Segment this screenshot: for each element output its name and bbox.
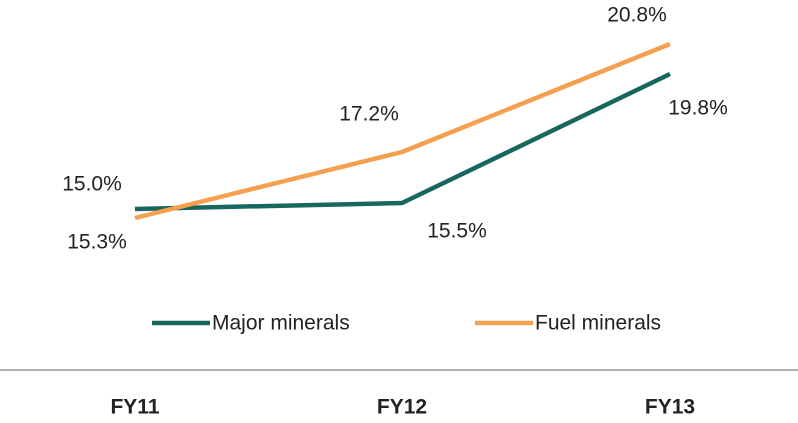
data-label: 15.0% [62, 173, 122, 196]
data-label: 19.8% [668, 97, 728, 120]
data-label: 15.3% [67, 231, 127, 254]
legend-label: Major minerals [212, 312, 350, 335]
legend-label: Fuel minerals [535, 312, 661, 335]
x-tick-label: FY11 [110, 396, 159, 419]
data-label: 20.8% [607, 4, 667, 27]
line-series [134, 71, 671, 212]
data-label: 17.2% [339, 103, 399, 126]
line-series [134, 41, 671, 221]
x-tick-label: FY12 [377, 396, 427, 419]
x-tick-label: FY13 [645, 396, 695, 419]
data-label: 15.5% [427, 220, 487, 243]
